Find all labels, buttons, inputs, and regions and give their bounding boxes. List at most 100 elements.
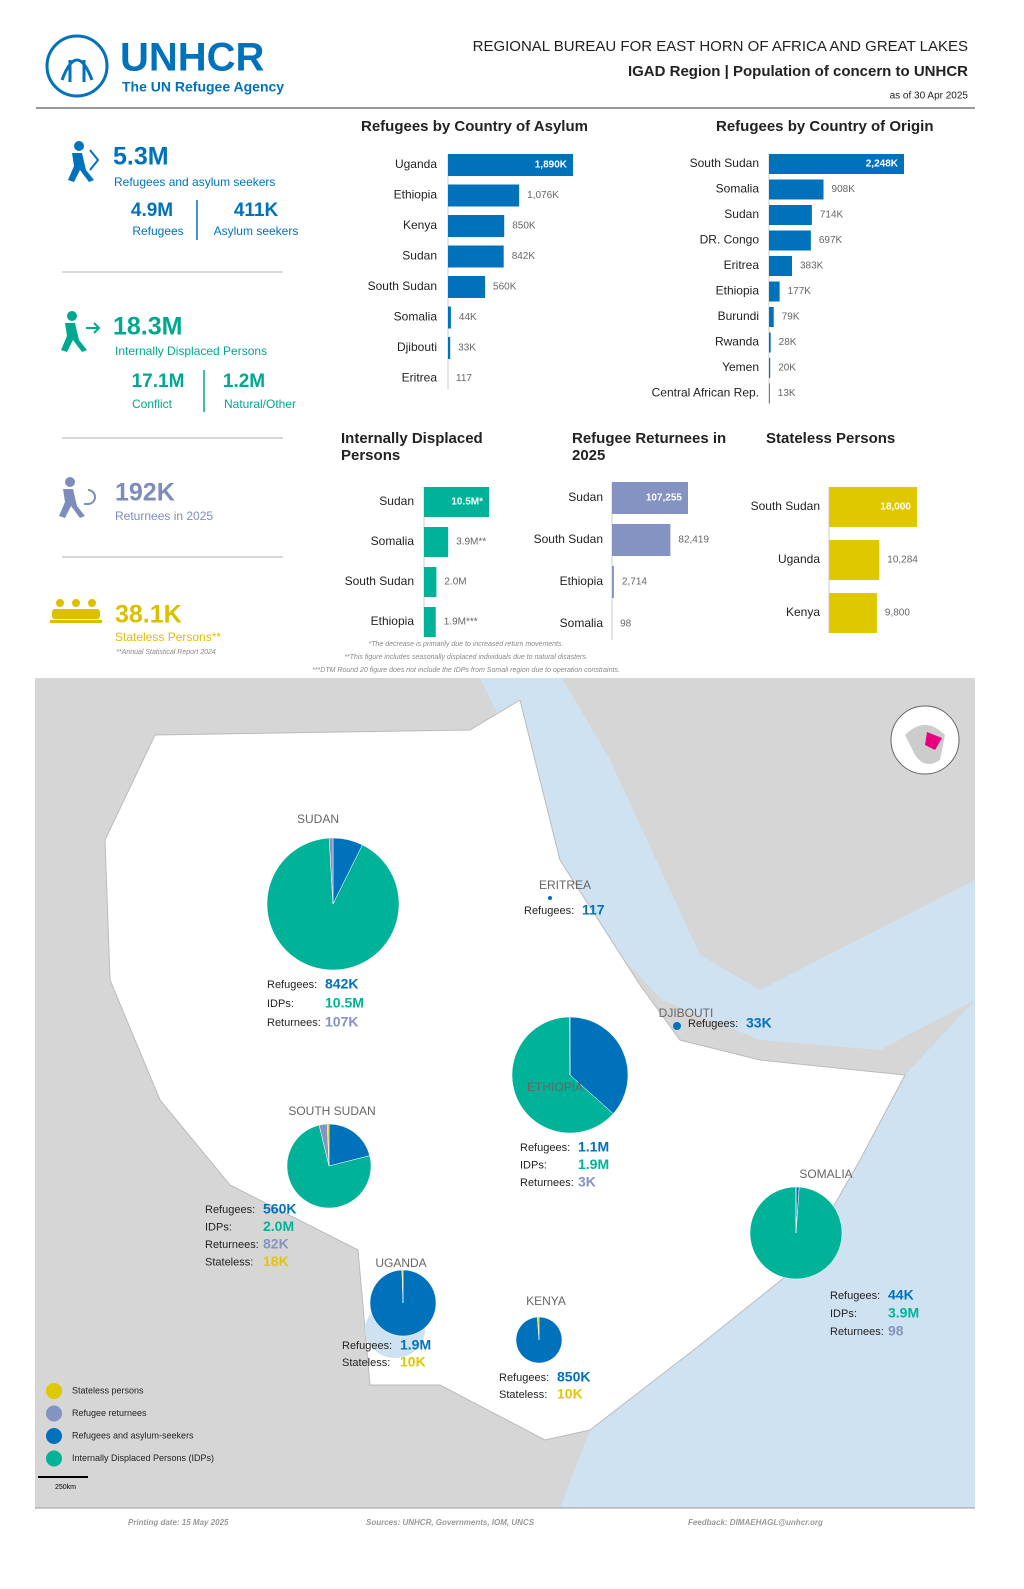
- stat-label: Refugees:: [524, 905, 574, 917]
- kpi-label: Refugees and asylum seekers: [114, 175, 275, 189]
- value-label: 1.9M***: [444, 617, 478, 628]
- footnote: **This figure includes seasonally displa…: [344, 654, 588, 661]
- category-label: Ethiopia: [371, 614, 415, 628]
- pie-slice: [673, 1022, 681, 1030]
- value-label: 9,800: [885, 608, 910, 619]
- stat-label: Refugees:: [520, 1142, 570, 1154]
- bar: [424, 567, 437, 597]
- bar: [769, 154, 904, 174]
- pie-slice: [537, 1316, 540, 1341]
- kpi-sub-label: Refugees: [132, 224, 183, 238]
- value-label: 383K: [800, 261, 824, 272]
- bar: [612, 482, 688, 514]
- legend-label: Stateless persons: [72, 1385, 144, 1395]
- country-name: DJIBOUTI: [659, 1006, 714, 1020]
- logo-tagline: The UN Refugee Agency: [122, 79, 284, 95]
- value-label: 10,284: [887, 555, 918, 566]
- category-label: Rwanda: [715, 335, 759, 349]
- category-label: Uganda: [395, 157, 437, 171]
- bar: [829, 487, 917, 527]
- category-label: DR. Congo: [700, 233, 760, 247]
- stat-label: IDPs:: [520, 1159, 547, 1171]
- stat-label: Refugees:: [205, 1204, 255, 1216]
- legend-swatch: [46, 1383, 62, 1399]
- bar: [769, 256, 793, 276]
- legend-swatch: [46, 1428, 62, 1444]
- footnote: ***DTM Round 20 figure does not include …: [312, 667, 620, 674]
- feedback: Feedback: DIMAEHAGL@unhcr.org: [688, 1518, 823, 1527]
- legend-label: Internally Displaced Persons (IDPs): [72, 1453, 214, 1463]
- category-label: Sudan: [568, 490, 603, 504]
- bar: [829, 540, 880, 580]
- category-label: South Sudan: [345, 574, 414, 588]
- bureau: REGIONAL BUREAU FOR EAST HORN OF AFRICA …: [473, 38, 968, 55]
- value-label: 908K: [832, 184, 856, 195]
- legend-label: Refugee returnees: [72, 1408, 147, 1418]
- value-label: 1,076K: [527, 190, 559, 201]
- bar: [448, 337, 451, 359]
- chart-title: Stateless Persons: [766, 430, 896, 447]
- category-label: Kenya: [786, 605, 820, 619]
- chart-title: Refugee Returnees in 2025: [572, 430, 727, 464]
- legend-swatch: [46, 1450, 62, 1467]
- category-label: Somalia: [560, 616, 604, 630]
- stat-value: 850K: [557, 1369, 590, 1385]
- value-label: 2.0M: [444, 577, 466, 588]
- value-label: 79K: [782, 312, 800, 323]
- pie-slice: [326, 1123, 330, 1167]
- category-label: South Sudan: [534, 532, 603, 546]
- stat-value: 10K: [557, 1386, 583, 1402]
- value-label: 44K: [459, 312, 477, 323]
- country-name: UGANDA: [375, 1256, 426, 1270]
- footnote: *The decrease is primarily due to increa…: [369, 641, 564, 648]
- value-label: 117: [456, 373, 472, 384]
- category-label: Eritrea: [724, 258, 760, 272]
- printing-date: Printing date: 15 May 2025: [128, 1518, 229, 1527]
- bar: [448, 154, 573, 176]
- icon-idps: [61, 311, 101, 352]
- value-label: 842K: [512, 251, 536, 262]
- pie-slice: [266, 837, 400, 971]
- stat-value: 117: [582, 902, 605, 918]
- stat-label: IDPs:: [830, 1308, 857, 1320]
- value-label: 20K: [778, 363, 796, 374]
- bar: [612, 524, 671, 556]
- value-label: 2,248K: [866, 159, 899, 170]
- bar: [424, 487, 489, 517]
- chart-title: Refugees by Country of Asylum: [361, 118, 588, 135]
- stat-value: 1.1M: [578, 1139, 609, 1155]
- stat-value: 44K: [888, 1287, 914, 1303]
- stat-label: Stateless:: [205, 1256, 253, 1268]
- stat-label: Stateless:: [342, 1357, 390, 1369]
- stat-value: 10.5M: [325, 995, 364, 1011]
- bar: [448, 306, 451, 329]
- indian-ocean: [560, 1000, 975, 1508]
- logo-emblem: [45, 34, 109, 98]
- category-label: South Sudan: [690, 156, 759, 170]
- kpi-note: **Annual Statistical Report 2024: [116, 649, 216, 656]
- category-label: South Sudan: [751, 499, 820, 513]
- value-label: 107,255: [646, 493, 683, 504]
- separators: [62, 271, 283, 558]
- value-label: 2,714: [622, 577, 647, 588]
- stat-value: 18K: [263, 1253, 289, 1269]
- stat-value: 33K: [746, 1015, 772, 1031]
- stat-label: Returnees:: [830, 1326, 884, 1338]
- chart-title: Internally Displaced Persons: [341, 430, 483, 464]
- bar: [769, 383, 770, 404]
- value-label: 10.5M*: [451, 497, 483, 508]
- pie-slice: [511, 1016, 614, 1134]
- stat-label: IDPs:: [205, 1221, 232, 1233]
- kpi-sub-value: 4.9M: [131, 200, 173, 221]
- pie-slice: [328, 837, 334, 905]
- bar: [424, 527, 449, 557]
- icon-stateless: [50, 599, 102, 623]
- kpi-sub-value: 17.1M: [132, 371, 185, 392]
- category-label: Sudan: [402, 249, 437, 263]
- category-label: Ethiopia: [560, 574, 604, 588]
- legend-swatch: [46, 1405, 62, 1422]
- category-label: Central African Rep.: [652, 386, 759, 400]
- stat-value: 107K: [325, 1014, 358, 1030]
- category-label: Somalia: [716, 182, 760, 196]
